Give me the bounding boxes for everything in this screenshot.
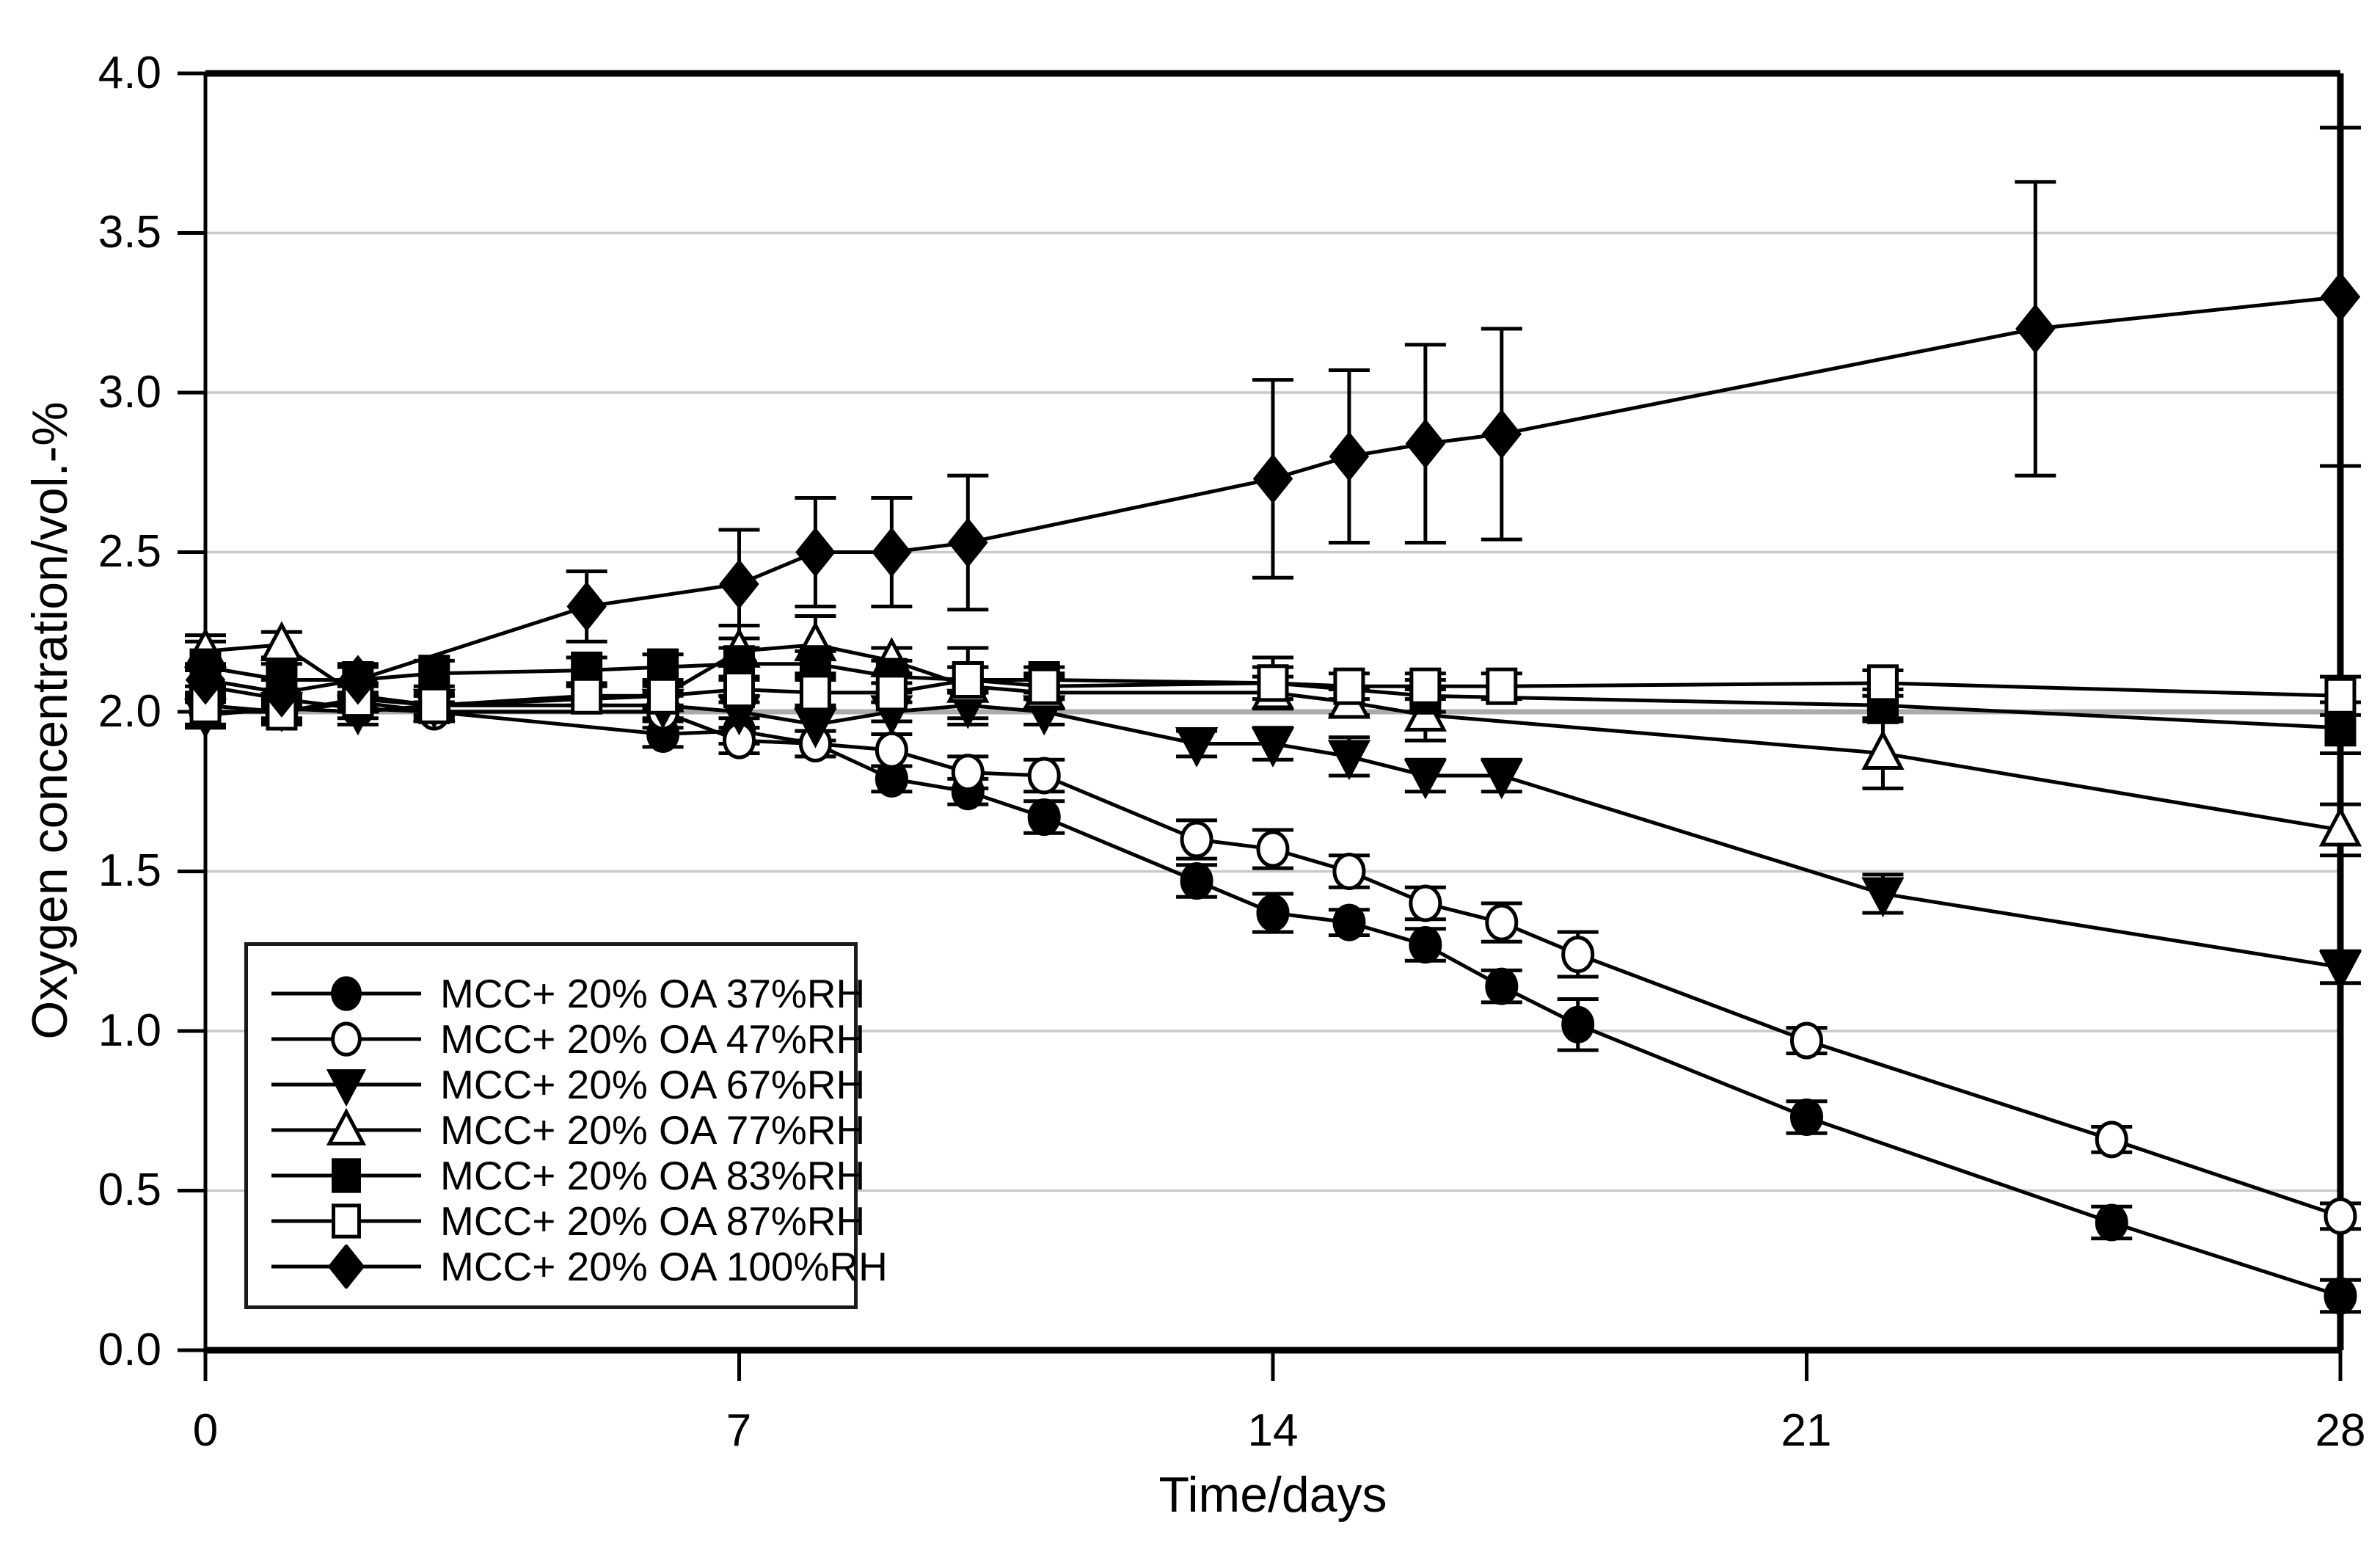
legend-marker-filled-triangle-down-icon <box>271 1069 421 1107</box>
y-axis-title: Oxygen concentration/vol.-% <box>22 401 78 1040</box>
y-tick-label: 0.0 <box>98 1325 161 1375</box>
x-tick-label: 28 <box>2315 1405 2366 1456</box>
x-tick-label: 14 <box>1247 1405 1299 1456</box>
legend-label: MCC+ 20% OA 47%RH <box>440 1016 866 1062</box>
y-tick-label: 2.5 <box>98 526 161 577</box>
legend-item: MCC+ 20% OA 37%RH <box>248 971 865 1016</box>
y-tick-label: 3.0 <box>98 367 161 418</box>
legend-marker-open-triangle-up-icon <box>271 1108 421 1145</box>
x-tick-label: 0 <box>192 1405 219 1456</box>
legend-marker-filled-circle-icon <box>271 976 421 1011</box>
legend-item: MCC+ 20% OA 100%RH <box>248 1244 888 1289</box>
y-tick-label: 1.0 <box>98 1005 161 1056</box>
legend-marker-filled-diamond-icon <box>271 1245 421 1289</box>
legend-label: MCC+ 20% OA 87%RH <box>440 1198 866 1244</box>
y-tick-label: 4.0 <box>98 48 161 98</box>
legend-item: MCC+ 20% OA 83%RH <box>248 1153 865 1198</box>
y-tick-label: 3.5 <box>98 207 161 258</box>
legend-item: MCC+ 20% OA 87%RH <box>248 1198 865 1244</box>
legend-marker-filled-square-icon <box>271 1158 421 1193</box>
x-tick-label: 7 <box>726 1405 752 1456</box>
y-tick-label: 0.5 <box>98 1165 161 1215</box>
legend-label: MCC+ 20% OA 100%RH <box>440 1244 888 1289</box>
legend-label: MCC+ 20% OA 83%RH <box>440 1153 866 1198</box>
legend-label: MCC+ 20% OA 77%RH <box>440 1107 866 1153</box>
series-line-6 <box>185 125 2361 707</box>
legend-item: MCC+ 20% OA 47%RH <box>248 1016 865 1062</box>
series-markers-5 <box>189 661 2357 731</box>
legend-item: MCC+ 20% OA 77%RH <box>248 1107 865 1153</box>
x-axis-title: Time/days <box>1158 1467 1387 1523</box>
y-tick-label: 1.5 <box>98 845 161 896</box>
y-tick-label: 2.0 <box>98 686 161 737</box>
x-tick-label: 21 <box>1781 1405 1832 1456</box>
legend-marker-open-square-icon <box>271 1203 421 1239</box>
legend-label: MCC+ 20% OA 67%RH <box>440 1062 866 1107</box>
legend-marker-open-circle-icon <box>271 1021 421 1057</box>
legend-label: MCC+ 20% OA 37%RH <box>440 971 866 1016</box>
series-markers-6 <box>185 272 2361 718</box>
legend: MCC+ 20% OA 37%RH MCC+ 20% OA 47%RH MCC+… <box>244 942 888 1309</box>
legend-item: MCC+ 20% OA 67%RH <box>248 1062 865 1107</box>
